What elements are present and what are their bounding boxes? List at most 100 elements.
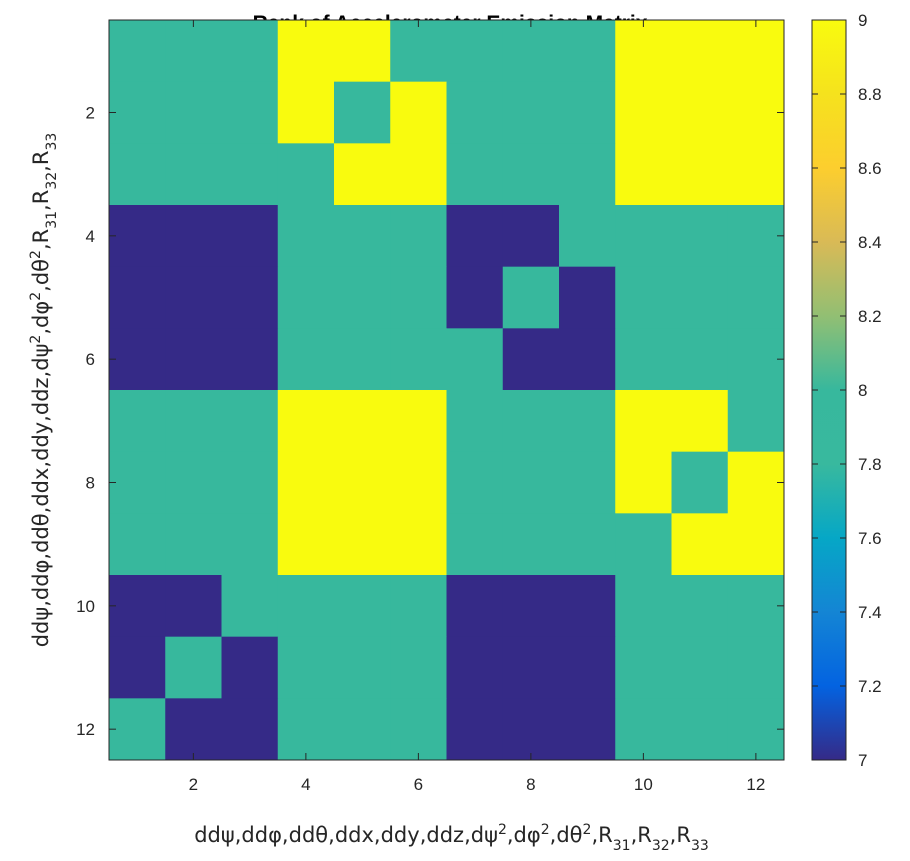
heatmap-cell: [671, 20, 729, 83]
heatmap-cell: [615, 513, 672, 576]
heatmap-cell: [221, 451, 279, 514]
heatmap-cell: [446, 390, 504, 453]
heatmap-cell: [165, 81, 222, 144]
heatmap-cell: [390, 20, 447, 83]
colorbar-tick-label: 7.4: [858, 603, 882, 622]
heatmap-cell: [671, 575, 729, 638]
heatmap-cell: [727, 451, 785, 514]
heatmap-cell: [446, 81, 504, 144]
heatmap-cell: [109, 205, 166, 268]
heatmap-cell: [615, 143, 672, 206]
heatmap-cell: [559, 513, 616, 576]
heatmap-cell: [559, 328, 616, 391]
heatmap-cell: [334, 205, 391, 268]
heatmap-cell: [502, 698, 560, 761]
heatmap-cell: [671, 636, 729, 699]
heatmap-cell: [277, 451, 335, 514]
heatmap-cell: [727, 390, 785, 453]
x-tick-label: 12: [746, 775, 765, 794]
heatmap-cell: [559, 390, 616, 453]
y-axis-label: ddψ,ddφ,ddθ,ddx,ddy,ddz,dψ2,dφ2,dθ2,R31,…: [28, 133, 60, 648]
heatmap-cell: [727, 266, 785, 329]
heatmap-cell: [221, 636, 279, 699]
heatmap-cell: [165, 451, 222, 514]
colorbar-tick-label: 9: [858, 11, 867, 30]
heatmap-cell: [446, 698, 504, 761]
heatmap-cell: [334, 390, 391, 453]
y-tick-label: 12: [76, 720, 95, 739]
heatmap-cell: [502, 266, 560, 329]
heatmap-cell: [109, 636, 166, 699]
colorbar-tick-label: 7.2: [858, 677, 882, 696]
heatmap-cell: [390, 575, 447, 638]
heatmap-cell: [277, 20, 335, 83]
heatmap-cell: [446, 266, 504, 329]
heatmap-cells: [109, 20, 785, 761]
heatmap-cell: [221, 266, 279, 329]
heatmap-cell: [277, 575, 335, 638]
heatmap-cell: [277, 143, 335, 206]
heatmap-cell: [615, 20, 672, 83]
heatmap-cell: [390, 636, 447, 699]
x-axis-label: ddψ,ddφ,ddθ,ddx,ddy,ddz,dψ2,dφ2,dθ2,R31,…: [194, 822, 709, 854]
heatmap-cell: [502, 81, 560, 144]
heatmap-cell: [165, 20, 222, 83]
heatmap-cell: [615, 451, 672, 514]
heatmap-cell: [165, 698, 222, 761]
y-axis-ticks: 2 4 6 8 10 12: [76, 104, 784, 739]
heatmap-cell: [727, 513, 785, 576]
heatmap-cell: [502, 575, 560, 638]
heatmap-cell: [390, 513, 447, 576]
heatmap-cell: [109, 513, 166, 576]
colorbar-tick-label: 8.8: [858, 85, 882, 104]
heatmap-cell: [559, 266, 616, 329]
plot-frame: [108, 19, 785, 761]
heatmap-cell: [165, 143, 222, 206]
heatmap-cell: [165, 636, 222, 699]
heatmap-cell: [221, 81, 279, 144]
heatmap-cell: [221, 20, 279, 83]
heatmap-cell: [615, 698, 672, 761]
heatmap-cell: [446, 513, 504, 576]
heatmap-cell: [165, 575, 222, 638]
heatmap-cell: [221, 575, 279, 638]
heatmap-cell: [277, 698, 335, 761]
heatmap-cell: [502, 451, 560, 514]
heatmap-cell: [671, 205, 729, 268]
heatmap-cell: [334, 328, 391, 391]
heatmap-cell: [502, 20, 560, 83]
x-tick-label: 6: [414, 775, 423, 794]
heatmap-cell: [277, 266, 335, 329]
heatmap-cell: [334, 698, 391, 761]
heatmap-cell: [671, 513, 729, 576]
x-tick-label: 4: [301, 775, 310, 794]
heatmap-cell: [559, 636, 616, 699]
heatmap-cell: [221, 698, 279, 761]
heatmap-cell: [334, 81, 391, 144]
heatmap-cell: [615, 205, 672, 268]
heatmap-cell: [109, 143, 166, 206]
heatmap-cell: [165, 266, 222, 329]
colorbar-tick-label: 8.2: [858, 307, 882, 326]
heatmap-cell: [390, 698, 447, 761]
y-tick-label: 6: [86, 350, 95, 369]
heatmap-cell: [390, 390, 447, 453]
heatmap-cell: [727, 328, 785, 391]
x-tick-label: 8: [526, 775, 535, 794]
heatmap-cell: [109, 451, 166, 514]
heatmap-cell: [109, 266, 166, 329]
colorbar-tick-label: 8: [858, 381, 867, 400]
heatmap-cell: [277, 636, 335, 699]
heatmap-cell: [221, 390, 279, 453]
heatmap-cell: [446, 575, 504, 638]
y-tick-label: 2: [86, 104, 95, 123]
y-tick-label: 10: [76, 597, 95, 616]
heatmap-cell: [727, 636, 785, 699]
heatmap-cell: [446, 143, 504, 206]
heatmap-cell: [671, 266, 729, 329]
heatmap-cell: [221, 328, 279, 391]
heatmap-cell: [671, 390, 729, 453]
heatmap-cell: [165, 205, 222, 268]
heatmap-cell: [502, 205, 560, 268]
